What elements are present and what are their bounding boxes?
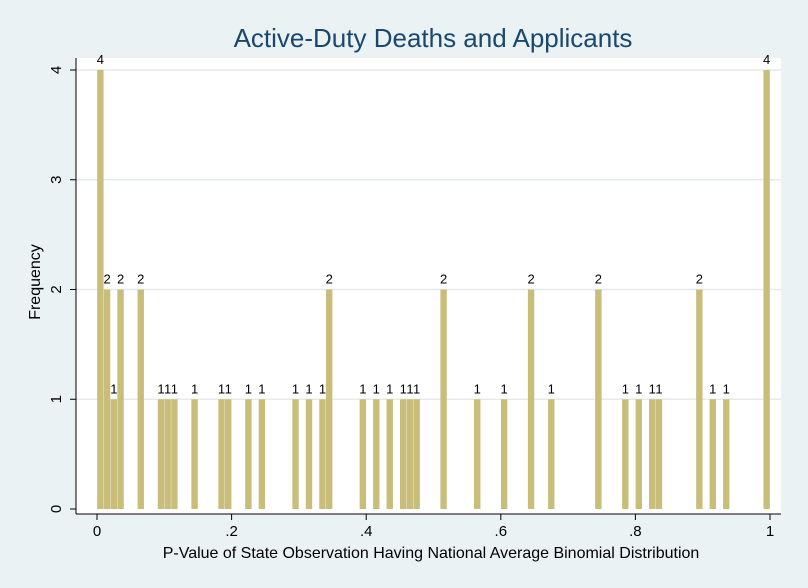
bar-value-label: 1 xyxy=(191,381,198,396)
bar-18 xyxy=(359,399,367,509)
bar-value-label: 2 xyxy=(103,272,110,287)
bar-value-label: 1 xyxy=(386,381,393,396)
bar-value-label: 1 xyxy=(225,381,232,396)
bar-26 xyxy=(500,399,508,509)
bar-value-label: 1 xyxy=(723,381,730,396)
bar-1 xyxy=(97,70,104,509)
bar-value-label: 1 xyxy=(171,381,178,396)
x-tick-label: .6 xyxy=(495,523,508,540)
bar-13 xyxy=(258,399,266,509)
bar-23 xyxy=(413,399,420,509)
x-axis-ticks: 0 .2 .4 .6 .8 1 xyxy=(93,514,774,540)
bar-15 xyxy=(305,399,313,509)
x-tick-label: .2 xyxy=(225,523,238,540)
y-tick-label: 3 xyxy=(48,176,65,184)
bar-27 xyxy=(527,289,535,509)
bar-value-label: 1 xyxy=(635,381,642,396)
bar-value-label: 1 xyxy=(359,381,366,396)
bar-21 xyxy=(400,399,407,509)
y-axis-title: Frequency xyxy=(27,244,44,320)
bar-value-label: 1 xyxy=(622,381,629,396)
bar-22 xyxy=(406,399,414,509)
bar-value-label: 1 xyxy=(292,381,299,396)
bar-value-label: 2 xyxy=(696,272,703,287)
plot-area xyxy=(76,58,781,514)
bar-value-label: 1 xyxy=(164,381,171,396)
bar-value-label: 2 xyxy=(595,272,602,287)
x-tick-label: .4 xyxy=(360,523,373,540)
bar-12 xyxy=(245,399,252,509)
bar-24 xyxy=(440,289,447,509)
bar-28 xyxy=(548,399,555,509)
bar-32 xyxy=(649,399,656,509)
bar-value-label: 1 xyxy=(501,381,508,396)
bar-value-label: 1 xyxy=(400,381,407,396)
bar-30 xyxy=(622,399,629,509)
bar-value-label: 1 xyxy=(373,381,380,396)
bar-8 xyxy=(171,399,178,509)
bar-value-label: 1 xyxy=(406,381,413,396)
y-tick-label: 1 xyxy=(48,395,65,403)
bar-6 xyxy=(157,399,165,509)
bar-2 xyxy=(103,289,111,509)
x-tick-label: 1 xyxy=(766,523,774,540)
bar-value-label: 1 xyxy=(709,381,716,396)
y-tick-label: 0 xyxy=(48,505,65,513)
bar-value-label: 1 xyxy=(655,381,662,396)
bar-34 xyxy=(696,289,703,509)
bar-5 xyxy=(137,289,144,509)
bar-value-label: 1 xyxy=(218,381,225,396)
bar-19 xyxy=(373,399,380,509)
bar-value-label: 4 xyxy=(763,52,770,67)
bar-value-label: 2 xyxy=(440,272,447,287)
bar-9 xyxy=(191,399,198,509)
y-tick-label: 2 xyxy=(48,285,65,293)
bar-value-label: 2 xyxy=(117,272,124,287)
bar-31 xyxy=(635,399,642,509)
bar-7 xyxy=(164,399,171,509)
bar-14 xyxy=(292,399,299,509)
bar-value-label: 1 xyxy=(413,381,420,396)
bar-value-label: 2 xyxy=(137,272,144,287)
x-axis-title: P-Value of State Observation Having Nati… xyxy=(163,545,700,562)
bar-value-label: 1 xyxy=(110,381,117,396)
bar-value-label: 1 xyxy=(548,381,555,396)
y-axis-ticks: 0 1 2 3 4 xyxy=(48,66,76,513)
y-tick-label: 4 xyxy=(48,66,65,74)
bar-4 xyxy=(117,289,124,509)
bar-value-label: 2 xyxy=(326,272,333,287)
chart-title: Active-Duty Deaths and Applicants xyxy=(234,23,633,53)
bar-value-label: 2 xyxy=(527,272,534,287)
bar-11 xyxy=(225,399,232,509)
bar-37 xyxy=(763,70,770,509)
bar-36 xyxy=(723,399,730,509)
bar-25 xyxy=(474,399,481,509)
bars xyxy=(97,70,770,509)
bar-20 xyxy=(386,399,393,509)
bar-29 xyxy=(595,289,602,509)
bar-value-label: 4 xyxy=(97,52,104,67)
x-tick-label: 0 xyxy=(93,523,101,540)
bar-3 xyxy=(110,399,118,509)
bar-value-label: 1 xyxy=(305,381,312,396)
bar-33 xyxy=(655,399,663,509)
bar-value-label: 1 xyxy=(258,381,265,396)
bar-10 xyxy=(218,399,225,509)
bar-16 xyxy=(319,399,326,509)
bar-value-label: 1 xyxy=(157,381,164,396)
bar-value-label: 1 xyxy=(649,381,656,396)
bar-17 xyxy=(325,289,333,509)
bar-value-label: 1 xyxy=(319,381,326,396)
gridlines xyxy=(76,69,781,400)
x-tick-label: .8 xyxy=(629,523,642,540)
bar-value-label: 1 xyxy=(245,381,252,396)
bar-value-label: 1 xyxy=(474,381,481,396)
bar-35 xyxy=(709,399,716,509)
